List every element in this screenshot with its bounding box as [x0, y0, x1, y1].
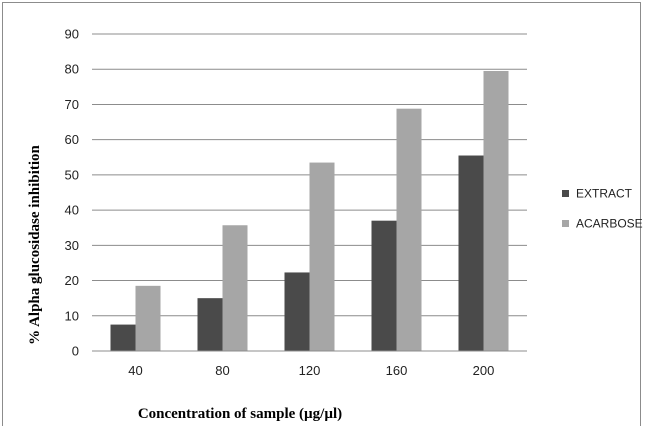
y-axis-title: % Alpha glucosidase inhibition: [27, 145, 43, 345]
y-tick-label: 40: [65, 203, 79, 218]
y-tick-label: 20: [65, 273, 79, 288]
bar-acarbose-80: [222, 225, 248, 351]
legend-swatch-extract: [562, 190, 569, 197]
legend-label-acarbose: ACARBOSE: [576, 217, 643, 231]
bar-acarbose-40: [135, 285, 161, 351]
y-tick-label: 90: [65, 27, 79, 42]
y-tick-label: 0: [72, 344, 79, 359]
bars: [110, 70, 509, 351]
x-tick-label: 120: [299, 363, 321, 378]
y-tick-label: 30: [65, 238, 79, 253]
bar-acarbose-160: [396, 108, 422, 351]
y-tick-label: 10: [65, 308, 79, 323]
bar-extract-200: [458, 155, 484, 351]
x-tick-label: 200: [473, 363, 495, 378]
y-tick-label: 70: [65, 97, 79, 112]
bar-extract-120: [284, 272, 310, 351]
x-axis-ticks: 40 80 120 160 200: [128, 363, 494, 378]
y-axis-ticks: 0 10 20 30 40 50 60 70 80 90: [65, 27, 79, 359]
x-tick-label: 40: [128, 363, 142, 378]
legend-label-extract: EXTRACT: [576, 187, 633, 201]
bar-acarbose-120: [309, 162, 335, 351]
legend-swatch-acarbose: [562, 220, 569, 227]
legend: EXTRACT ACARBOSE: [562, 187, 643, 231]
x-tick-label: 160: [386, 363, 408, 378]
bar-extract-40: [110, 324, 136, 351]
y-tick-label: 60: [65, 132, 79, 147]
bar-acarbose-200: [483, 70, 509, 351]
bar-extract-160: [371, 220, 397, 351]
x-axis-title: Concentration of sample (µg/µl): [138, 406, 342, 422]
x-tick-label: 80: [215, 363, 229, 378]
bar-extract-80: [197, 298, 223, 351]
y-tick-label: 80: [65, 62, 79, 77]
y-tick-label: 50: [65, 167, 79, 182]
